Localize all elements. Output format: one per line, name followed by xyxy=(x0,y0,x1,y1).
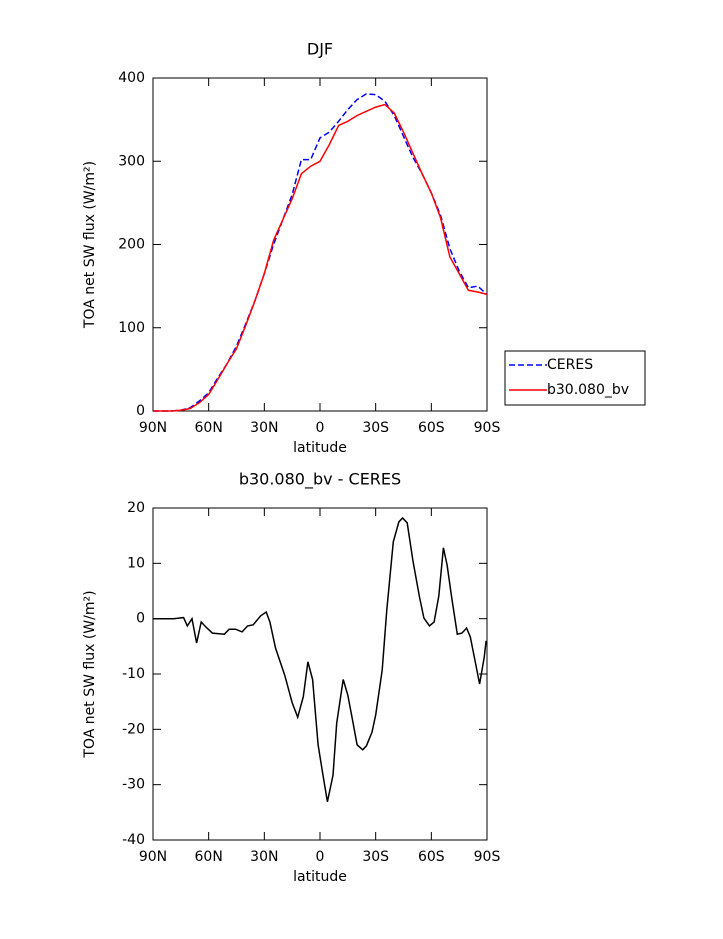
x-tick-label: 30N xyxy=(250,849,278,865)
x-tick-label: 30S xyxy=(362,849,389,865)
y-tick-label: 10 xyxy=(127,555,145,571)
y-tick-label: 0 xyxy=(136,403,145,419)
y-tick-label: -30 xyxy=(122,777,145,793)
y-tick-label: -20 xyxy=(122,721,145,737)
y-axis-label: TOA net SW flux (W/m²) xyxy=(82,590,98,758)
legend-label: CERES xyxy=(547,357,593,373)
plot-frame xyxy=(152,77,488,412)
y-tick-label: 100 xyxy=(118,320,145,336)
x-tick-label: 60N xyxy=(195,849,223,865)
y-tick-label: 0 xyxy=(136,611,145,627)
x-tick-label: 0 xyxy=(316,420,325,436)
chart-title: DJF xyxy=(307,40,333,59)
legend-label: b30.080_bv xyxy=(547,382,629,398)
y-tick-label: -10 xyxy=(122,666,145,682)
x-tick-label: 60N xyxy=(195,420,223,436)
y-tick-label: 20 xyxy=(127,500,145,516)
y-tick-label: 300 xyxy=(118,153,145,169)
data-line xyxy=(153,516,487,802)
y-axis-label: TOA net SW flux (W/m²) xyxy=(82,161,98,329)
data-line xyxy=(153,103,488,412)
legend-box xyxy=(504,350,646,406)
x-axis-label: latitude xyxy=(293,869,347,885)
x-tick-label: 30N xyxy=(250,420,278,436)
x-tick-label: 60S xyxy=(418,849,445,865)
y-tick-label: 400 xyxy=(118,70,145,86)
y-tick-label: 200 xyxy=(118,237,145,253)
x-tick-label: 90N xyxy=(139,420,167,436)
x-tick-label: 90S xyxy=(474,420,501,436)
plot-frame xyxy=(152,507,488,841)
x-tick-label: 30S xyxy=(362,420,389,436)
x-tick-label: 0 xyxy=(316,849,325,865)
x-tick-label: 90S xyxy=(474,849,501,865)
y-tick-label: -40 xyxy=(122,832,145,848)
x-axis-label: latitude xyxy=(293,440,347,456)
chart-title: b30.080_bv - CERES xyxy=(239,470,401,490)
x-tick-label: 60S xyxy=(418,420,445,436)
data-line xyxy=(153,93,488,412)
x-tick-label: 90N xyxy=(139,849,167,865)
